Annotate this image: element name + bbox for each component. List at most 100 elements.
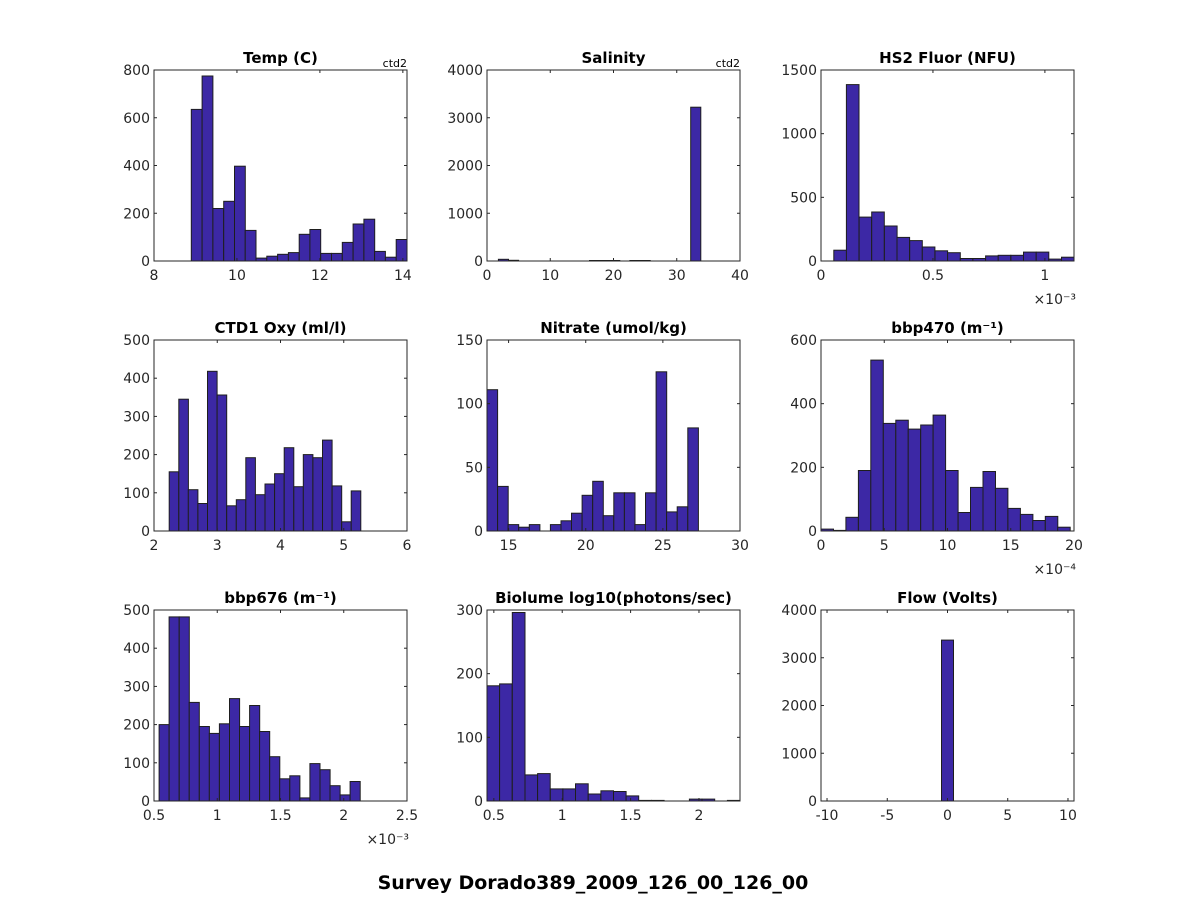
y-tick-label: 100 [123,486,150,502]
histogram-bar [895,419,909,532]
histogram-bar [178,398,189,532]
histogram-bar [190,108,203,262]
histogram-bar [1057,526,1071,532]
histogram-bar [945,470,959,532]
histogram-panel: 8 10 12 14 0 200 400 600 800 Temp (C) ctd2 [123,49,412,284]
y-tick-label: 400 [790,397,817,413]
histogram-bar [882,422,897,532]
histogram-bar [858,216,873,262]
histogram-bar [845,516,859,532]
histogram-bar [249,705,261,802]
histogram-bar [320,252,333,262]
x-tick-label: 20 [605,268,623,284]
x-tick-label: 1.5 [269,808,291,824]
x-tick-label: 15 [500,538,518,554]
histogram-bar [1032,520,1046,532]
histogram-bar [1061,256,1075,262]
y-tick-label: 0 [474,794,483,810]
histogram-bar [560,520,573,532]
y-tick-label: 4000 [781,603,817,619]
panel-corner-note: ctd2 [383,57,407,70]
x-tick-label: 20 [1065,538,1083,554]
histogram-bar [289,775,301,802]
histogram-bar [941,639,954,802]
histogram-bar [623,492,636,532]
histogram-bar [1019,513,1034,532]
y-tick-label: 200 [123,206,150,222]
axes-frame [820,69,1075,262]
histogram-bar [994,487,1009,532]
panel-title: CTD1 Oxy (ml/l) [215,319,347,337]
histogram-bar [201,75,214,262]
x-tick-label: 2 [339,808,348,824]
histogram-bar [486,685,501,802]
histogram-bar [655,371,668,532]
panel-title: Nitrate (umol/kg) [540,319,687,337]
y-tick-label: 0 [808,254,817,270]
y-tick-label: 200 [123,448,150,464]
histogram-bar [982,471,996,532]
histogram-bar [293,486,304,532]
y-tick-label: 1000 [781,746,817,762]
x-exponent-label: ×10⁻⁴ [1033,562,1076,578]
histogram-bar [581,494,594,532]
histogram-bar [687,427,699,532]
y-tick-label: 300 [456,603,483,619]
histogram-bar [602,515,615,532]
histogram-bar [277,253,289,262]
panel-title: Salinity [582,49,646,67]
x-tick-label: 10 [541,268,559,284]
panel-title: bbp676 (m⁻¹) [224,589,337,607]
histogram-bar [562,788,577,802]
histogram-bar [226,505,237,532]
histogram-bar [845,84,860,262]
histogram-bar [198,726,210,802]
x-tick-label: 5 [880,538,889,554]
histogram-panel: 0.5 1 1.5 2 0 100 200 300 Biolume log10(photons/… [456,589,741,824]
histogram-bar [283,447,295,532]
histogram-bar [957,512,972,532]
histogram-bar [549,788,564,802]
histogram-bar [341,241,354,262]
x-tick-label: -5 [880,808,894,824]
histogram-bar [208,732,220,802]
x-tick-label: 25 [654,538,672,554]
y-tick-label: 0 [808,524,817,540]
histogram-bar [666,511,678,532]
histogram-bar [287,252,300,262]
histogram-bar [613,492,625,532]
y-tick-label: 400 [123,159,150,175]
panel-title: bbp470 (m⁻¹) [891,319,1004,337]
x-tick-label: -10 [816,808,839,824]
x-tick-label: 1 [1040,268,1049,284]
histogram-bar [676,506,689,532]
histogram-bar [985,255,999,262]
y-tick-label: 600 [123,111,150,127]
histogram-bar [507,524,520,532]
histogram-bar [920,424,934,532]
x-exponent-label: ×10⁻³ [1033,292,1076,308]
histogram-panel: 15 20 25 30 0 50 100 150 Nitrate (umol/kg) [456,319,749,554]
y-tick-label: 300 [123,679,150,695]
histogram-bar [613,791,627,802]
histogram-bar [1007,507,1021,532]
x-tick-label: 2 [695,808,704,824]
x-tick-label: 30 [731,538,749,554]
histogram-bar [1035,251,1050,262]
x-tick-label: 2.5 [396,808,418,824]
histogram-bar [269,756,281,802]
histogram-bar [947,252,961,262]
x-tick-label: 5 [339,538,348,554]
histogram-bar [634,524,647,532]
histogram-bar [239,726,251,802]
histogram-bar [168,616,180,802]
histogram-bar [223,200,235,262]
y-tick-label: 4000 [447,63,483,79]
histogram-bar [1023,251,1037,262]
x-tick-label: 10 [1059,808,1077,824]
histogram-bar [907,428,922,532]
histogram-bar [909,240,923,262]
histogram-bar [571,512,583,532]
histogram-bar [518,526,530,532]
x-tick-label: 40 [731,268,749,284]
